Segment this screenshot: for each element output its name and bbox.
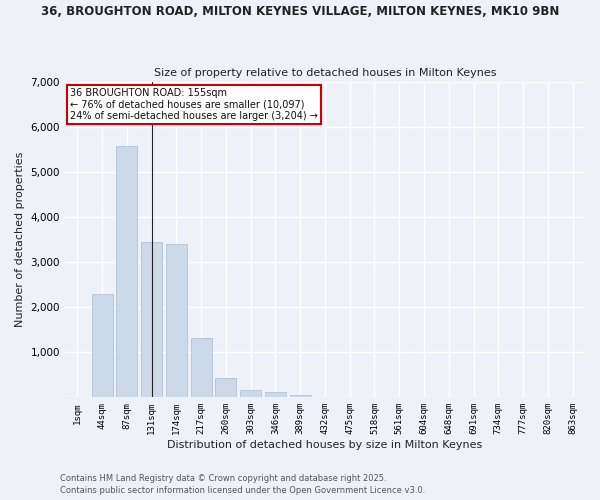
Bar (240, 390, 261, 398)
Bar (92, 294, 113, 398)
Bar (141, 242, 162, 398)
Bar (166, 244, 187, 398)
Text: 36 BROUGHTON ROAD: 155sqm
← 76% of detached houses are smaller (10,097)
24% of s: 36 BROUGHTON ROAD: 155sqm ← 76% of detac… (70, 88, 318, 121)
Bar (290, 395, 311, 398)
Bar (265, 392, 286, 398)
Bar (116, 146, 137, 398)
Y-axis label: Number of detached properties: Number of detached properties (15, 152, 25, 327)
Text: Contains HM Land Registry data © Crown copyright and database right 2025.
Contai: Contains HM Land Registry data © Crown c… (60, 474, 425, 495)
Bar (314, 397, 335, 398)
Text: 36, BROUGHTON ROAD, MILTON KEYNES VILLAGE, MILTON KEYNES, MK10 9BN: 36, BROUGHTON ROAD, MILTON KEYNES VILLAG… (41, 5, 559, 18)
Bar (215, 378, 236, 398)
X-axis label: Distribution of detached houses by size in Milton Keynes: Distribution of detached houses by size … (167, 440, 482, 450)
Bar (191, 338, 212, 398)
Title: Size of property relative to detached houses in Milton Keynes: Size of property relative to detached ho… (154, 68, 496, 78)
